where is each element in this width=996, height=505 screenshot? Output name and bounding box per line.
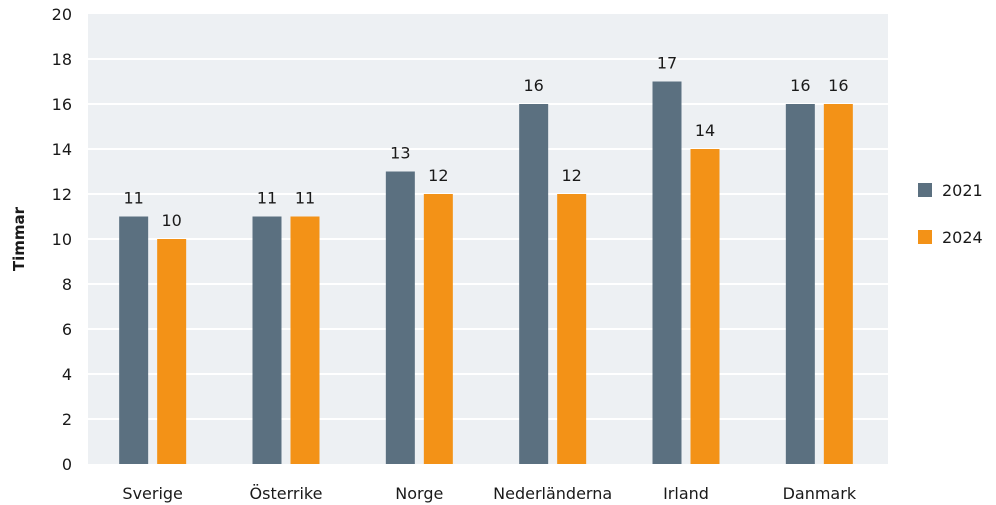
y-tick-label: 18	[52, 50, 72, 69]
x-category-label: Norge	[395, 484, 443, 503]
data-label: 14	[695, 121, 715, 140]
x-category-label: Nederländerna	[493, 484, 612, 503]
y-tick-label: 10	[52, 230, 72, 249]
bar-2024-Sverige	[157, 239, 187, 464]
data-label: 16	[790, 76, 810, 95]
legend-label-2021: 2021	[942, 181, 983, 200]
y-tick-label: 12	[52, 185, 72, 204]
y-tick-label: 2	[62, 410, 72, 429]
data-label: 16	[828, 76, 848, 95]
y-tick-label: 4	[62, 365, 72, 384]
y-tick-label: 0	[62, 455, 72, 474]
x-category-label: Österrike	[250, 484, 323, 503]
legend-swatch-2024	[918, 230, 932, 244]
y-tick-label: 6	[62, 320, 72, 339]
y-tick-label: 8	[62, 275, 72, 294]
gridlines	[88, 58, 888, 420]
bar-2021-Norge	[385, 171, 415, 464]
x-axis-categories: Sverige Österrike Norge Nederländerna Irland…	[122, 484, 856, 503]
bar-2024-Irland	[690, 149, 720, 464]
bar-2024-Danmark	[823, 104, 853, 464]
data-label: 16	[523, 76, 543, 95]
bar-2021-Irland	[652, 81, 682, 464]
data-label: 12	[428, 166, 448, 185]
bar-2024-Österrike	[290, 216, 320, 464]
legend: 2021 2024	[918, 181, 983, 247]
x-category-label: Danmark	[783, 484, 857, 503]
data-label: 11	[257, 189, 277, 208]
x-category-label: Irland	[663, 484, 709, 503]
data-label: 12	[561, 166, 581, 185]
data-label: 11	[295, 189, 315, 208]
data-label: 11	[123, 189, 143, 208]
bar-2024-Norge	[423, 194, 453, 464]
y-axis-label: Timmar	[10, 206, 28, 271]
bar-2021-Danmark	[785, 104, 815, 464]
data-label: 10	[161, 211, 181, 230]
y-tick-label: 16	[52, 95, 72, 114]
legend-label-2024: 2024	[942, 228, 983, 247]
bar-2021-Nederländerna	[519, 104, 549, 464]
x-category-label: Sverige	[122, 484, 183, 503]
bar-2021-Österrike	[252, 216, 282, 464]
y-axis-ticks: 0 2 4 6 8 10 12 14 16 18 20	[52, 5, 72, 474]
bar-2021-Sverige	[119, 216, 149, 464]
legend-swatch-2021	[918, 183, 932, 197]
bar-2024-Nederländerna	[557, 194, 587, 464]
data-label: 17	[657, 54, 677, 73]
data-label: 13	[390, 144, 410, 163]
y-tick-label: 14	[52, 140, 72, 159]
y-tick-label: 20	[52, 5, 72, 24]
bar-series: 11 10 11 11 13 12 16 12 17 14 16 16	[119, 54, 853, 464]
